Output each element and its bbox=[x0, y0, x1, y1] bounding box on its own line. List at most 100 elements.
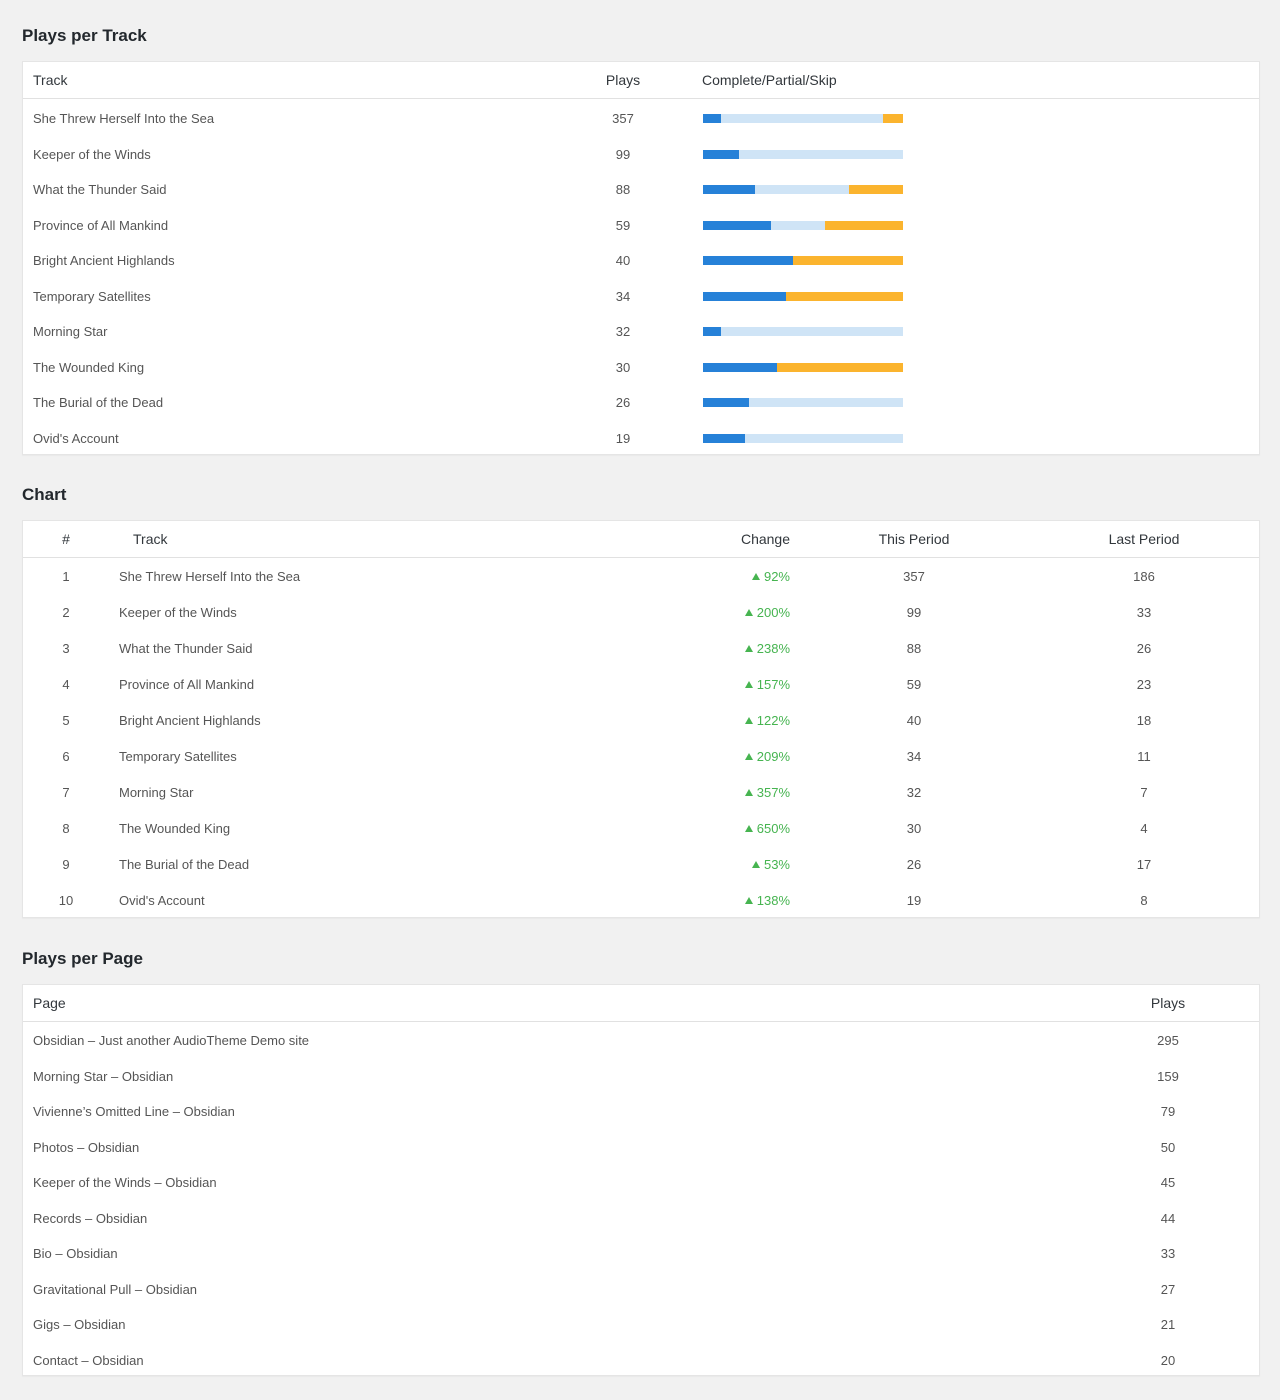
track-name: Bright Ancient Highlands bbox=[119, 713, 261, 728]
arrow-up-icon bbox=[744, 645, 753, 652]
arrow-up-icon bbox=[744, 609, 753, 616]
page-name: Bio – Obsidian bbox=[33, 1246, 118, 1261]
complete-segment bbox=[703, 398, 749, 407]
table-header: Page Plays bbox=[23, 985, 1259, 1022]
change-percent: 92% bbox=[763, 569, 790, 584]
arrow-up-icon bbox=[744, 717, 753, 724]
header-last-period: Last Period bbox=[1108, 531, 1180, 547]
chart-rank: 1 bbox=[62, 569, 70, 584]
complete-segment bbox=[703, 114, 721, 123]
table-row: Gravitational Pull – Obsidian 27 bbox=[23, 1271, 1259, 1307]
track-plays: 40 bbox=[615, 253, 631, 268]
change-percent: 200% bbox=[756, 605, 790, 620]
track-name: She Threw Herself Into the Sea bbox=[119, 569, 301, 584]
track-name: Temporary Satellites bbox=[33, 288, 151, 304]
last-period-value: 17 bbox=[1136, 857, 1152, 872]
track-name: Ovid's Account bbox=[33, 430, 119, 446]
play-breakdown-bar bbox=[703, 398, 903, 407]
page-name: Morning Star – Obsidian bbox=[33, 1068, 174, 1084]
table-row: Contact – Obsidian 20 bbox=[23, 1342, 1259, 1378]
play-breakdown-bar bbox=[703, 433, 903, 443]
track-name: Morning Star bbox=[33, 324, 108, 339]
chart-rank: 6 bbox=[62, 749, 70, 764]
play-breakdown-bar bbox=[703, 149, 903, 159]
last-period-value: 4 bbox=[1140, 821, 1148, 836]
table-row: 7 Morning Star 357% 32 7 bbox=[23, 774, 1259, 810]
this-period-value: 40 bbox=[906, 713, 922, 728]
table-row: 4 Province of All Mankind 157% 59 23 bbox=[23, 666, 1259, 702]
chart-rank: 8 bbox=[62, 821, 70, 836]
this-period-value: 59 bbox=[906, 677, 922, 692]
skip-segment bbox=[849, 185, 903, 194]
track-plays: 26 bbox=[615, 395, 631, 410]
complete-segment bbox=[703, 256, 793, 265]
complete-segment bbox=[703, 149, 739, 159]
page-plays: 79 bbox=[1160, 1104, 1176, 1119]
last-period-value: 8 bbox=[1140, 893, 1148, 908]
change-percent: 53% bbox=[763, 857, 790, 872]
plays-per-track-table: Track Plays Complete/Partial/Skip She Th… bbox=[22, 61, 1260, 455]
skip-segment bbox=[883, 114, 903, 123]
chart-rank: 7 bbox=[62, 785, 70, 800]
track-name: What the Thunder Said bbox=[33, 182, 167, 197]
plays-per-track-title: Plays per Track bbox=[22, 26, 147, 45]
track-name: Morning Star bbox=[119, 785, 194, 800]
skip-segment bbox=[793, 256, 903, 265]
table-row: What the Thunder Said 88 bbox=[23, 171, 1259, 207]
change-value: 157% bbox=[703, 677, 790, 692]
page-name: Gigs – Obsidian bbox=[33, 1317, 126, 1332]
track-plays: 19 bbox=[615, 430, 631, 446]
table-row: 5 Bright Ancient Highlands 122% 40 18 bbox=[23, 702, 1259, 738]
track-name: Ovid's Account bbox=[119, 893, 205, 908]
change-value: 53% bbox=[703, 857, 790, 872]
table-row: Morning Star 32 bbox=[23, 313, 1259, 349]
this-period-value: 357 bbox=[903, 569, 925, 584]
this-period-value: 30 bbox=[906, 821, 922, 836]
plays-per-page-title: Plays per Page bbox=[22, 949, 143, 968]
track-name: Province of All Mankind bbox=[33, 217, 169, 233]
table-row: The Wounded King 30 bbox=[23, 349, 1259, 385]
change-percent: 238% bbox=[756, 641, 790, 656]
header-track: Track bbox=[133, 531, 168, 547]
table-row: 2 Keeper of the Winds 200% 99 33 bbox=[23, 594, 1259, 630]
track-plays: 59 bbox=[615, 217, 631, 233]
header-breakdown: Complete/Partial/Skip bbox=[702, 72, 837, 88]
table-row: 6 Temporary Satellites 209% 34 11 bbox=[23, 738, 1259, 774]
table-row: 10 Ovid's Account 138% 19 8 bbox=[23, 882, 1259, 918]
change-percent: 209% bbox=[756, 749, 790, 764]
skip-segment bbox=[786, 291, 903, 301]
header-this-period: This Period bbox=[878, 531, 950, 547]
last-period-value: 7 bbox=[1140, 785, 1148, 800]
last-period-value: 26 bbox=[1136, 641, 1152, 656]
table-row: Ovid's Account 19 bbox=[23, 420, 1259, 456]
table-row: Province of All Mankind 59 bbox=[23, 207, 1259, 243]
track-plays: 88 bbox=[615, 182, 631, 197]
table-row: Bio – Obsidian 33 bbox=[23, 1235, 1259, 1271]
page-plays: 27 bbox=[1160, 1281, 1176, 1297]
page-name: Vivienne’s Omitted Line – Obsidian bbox=[33, 1104, 235, 1119]
track-name: Province of All Mankind bbox=[119, 677, 255, 692]
chart-rank: 5 bbox=[62, 713, 70, 728]
track-plays: 34 bbox=[615, 288, 631, 304]
change-value: 92% bbox=[703, 569, 790, 584]
table-row: The Burial of the Dead 26 bbox=[23, 384, 1259, 420]
skip-segment bbox=[777, 362, 903, 372]
page-name: Obsidian – Just another AudioTheme Demo … bbox=[33, 1033, 310, 1048]
arrow-up-icon bbox=[744, 681, 753, 688]
track-plays: 32 bbox=[615, 324, 631, 339]
skip-segment bbox=[825, 220, 903, 230]
chart-rank: 3 bbox=[62, 641, 70, 656]
complete-segment bbox=[703, 291, 786, 301]
change-value: 238% bbox=[703, 641, 790, 656]
last-period-value: 186 bbox=[1133, 569, 1155, 584]
track-name: Temporary Satellites bbox=[119, 749, 237, 764]
table-row: Photos – Obsidian 50 bbox=[23, 1129, 1259, 1165]
table-row: 9 The Burial of the Dead 53% 26 17 bbox=[23, 846, 1259, 882]
this-period-value: 32 bbox=[906, 785, 922, 800]
chart-table: # Track Change This Period Last Period 1… bbox=[22, 520, 1260, 918]
arrow-up-icon bbox=[744, 789, 753, 796]
page-plays: 33 bbox=[1160, 1246, 1176, 1261]
arrow-up-icon bbox=[744, 897, 753, 904]
arrow-up-icon bbox=[744, 753, 753, 760]
this-period-value: 26 bbox=[906, 857, 922, 872]
